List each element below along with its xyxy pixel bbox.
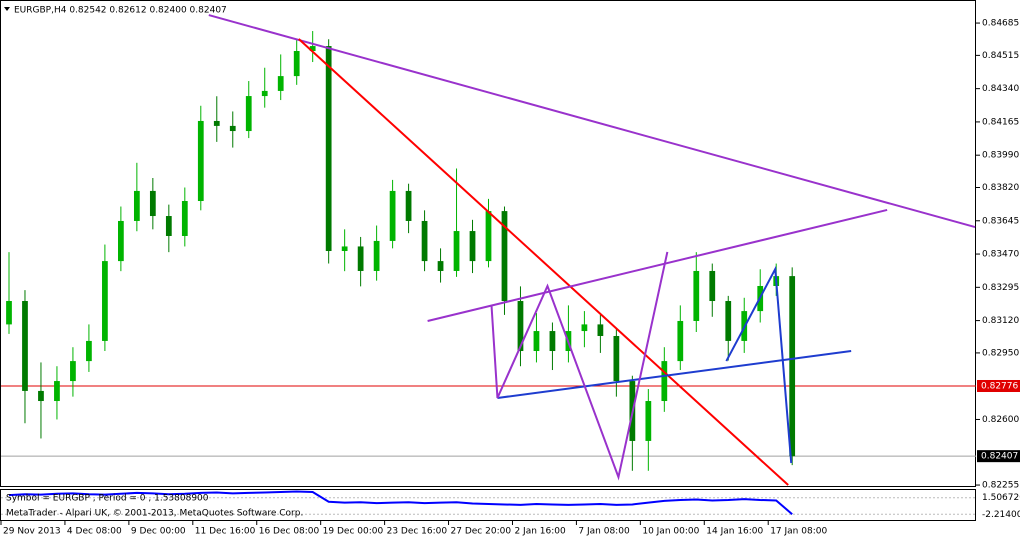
y-tick-label: 0.82600 — [982, 415, 1019, 425]
x-tick-label: 2 Jan 16:00 — [514, 527, 566, 537]
x-tick-label: 7 Jan 08:00 — [578, 527, 630, 537]
y-tick-label: 0.83820 — [982, 183, 1019, 193]
y-tick-label: 0.82950 — [982, 348, 1019, 358]
x-tick-label: 4 Dec 08:00 — [67, 527, 122, 537]
footer: MetaTrader - Alpari UK, © 2001-2013, Met… — [6, 509, 303, 519]
candle-body — [693, 270, 700, 321]
candle-body — [70, 361, 76, 382]
indicator-tick-label: -2.214000 — [982, 510, 1020, 520]
candle-body — [293, 51, 300, 77]
candle-body — [54, 381, 60, 402]
x-tick-label: 14 Jan 16:00 — [706, 527, 763, 537]
trendline — [427, 208, 888, 322]
y-tick-label: 0.83645 — [982, 216, 1019, 226]
y-tick-label: 0.84165 — [982, 117, 1019, 127]
candle-body — [118, 220, 124, 262]
candle-body — [709, 270, 716, 302]
candle-body — [389, 190, 396, 241]
y-tick-label: 0.84515 — [982, 51, 1019, 61]
trendline — [497, 350, 852, 399]
candle-body — [102, 261, 108, 341]
trendline — [490, 251, 669, 481]
title-arrow — [4, 7, 10, 11]
candle-body — [789, 276, 796, 457]
candle-body — [645, 401, 652, 441]
indicator-label: Symbol = EURGBP , Period = 0 , 1.5380890… — [6, 494, 209, 504]
candle-body — [229, 125, 236, 132]
x-tick-label: 16 Dec 08:00 — [259, 527, 320, 537]
x-tick-label: 19 Dec 00:00 — [323, 527, 384, 537]
x-tick-label: 27 Dec 20:00 — [451, 527, 512, 537]
candle-body — [22, 301, 28, 391]
candle-body — [213, 120, 220, 126]
candle-body — [165, 216, 172, 236]
candle-body — [581, 324, 588, 332]
candle-body — [357, 246, 364, 271]
candle-body — [38, 390, 44, 402]
x-tick-label: 29 Nov 2013 — [3, 527, 61, 537]
candle-body — [421, 220, 428, 262]
x-tick-label: 11 Dec 16:00 — [195, 527, 256, 537]
candle-body — [485, 211, 492, 262]
candle-body — [86, 340, 92, 362]
trendline — [208, 14, 976, 229]
y-tick-label: 0.83295 — [982, 283, 1019, 293]
candle-body — [6, 301, 12, 325]
candle-body — [277, 76, 284, 91]
price-label-box — [977, 379, 1020, 392]
y-tick-label: 0.83470 — [982, 250, 1019, 260]
indicator-tick-label: 1.506720 — [982, 493, 1020, 503]
x-tick-label: 9 Dec 00:00 — [131, 527, 186, 537]
candle-body — [725, 301, 732, 341]
candle-body — [309, 46, 316, 52]
candle-body — [197, 120, 204, 202]
y-tick-label: 0.84340 — [982, 84, 1019, 94]
candle-body — [453, 231, 460, 271]
y-tick-label: 0.84685 — [982, 19, 1019, 29]
price-label: 0.82407 — [981, 452, 1018, 462]
candle-body — [661, 361, 668, 402]
candle-body — [373, 240, 380, 271]
candle-body — [437, 261, 444, 271]
candle-body — [245, 96, 252, 132]
candle-body — [405, 190, 412, 221]
chart-title: EURGBP,H4 0.82542 0.82612 0.82400 0.8240… — [14, 6, 227, 16]
candle-body — [149, 190, 156, 217]
y-tick-label: 0.83120 — [982, 316, 1019, 326]
x-tick-label: 17 Jan 08:00 — [770, 527, 827, 537]
candle-body — [341, 246, 348, 252]
indicator-line — [8, 490, 793, 515]
y-tick-label: 0.82255 — [982, 481, 1019, 491]
candle-body — [325, 46, 332, 252]
x-tick-label: 23 Dec 16:00 — [387, 527, 448, 537]
candle-body — [181, 201, 188, 236]
candle-body — [597, 324, 604, 336]
trendline — [298, 38, 789, 486]
x-tick-label: 10 Jan 00:00 — [642, 527, 699, 537]
candle-body — [133, 190, 140, 221]
candle-body — [501, 211, 508, 302]
candle-body — [469, 231, 476, 262]
candle-body — [613, 335, 620, 382]
price-label: 0.82776 — [981, 381, 1018, 391]
candle-body — [677, 320, 684, 362]
candle-body — [261, 90, 268, 97]
candle-body — [517, 301, 524, 352]
y-tick-label: 0.83990 — [982, 151, 1019, 161]
trendline — [725, 265, 793, 464]
price-label-box — [977, 450, 1020, 463]
candle-body — [533, 331, 540, 352]
candle-body — [549, 331, 556, 352]
